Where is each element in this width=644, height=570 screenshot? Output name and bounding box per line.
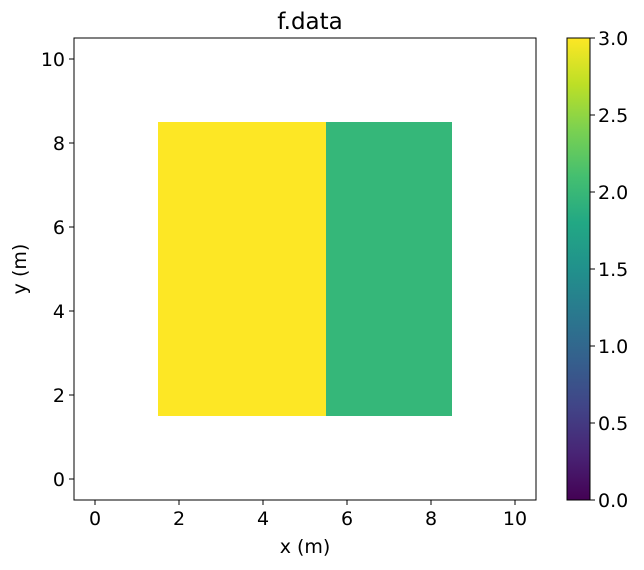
- colorbar-tick-label: 0.5: [598, 413, 628, 435]
- plot-frame: [73, 37, 537, 501]
- x-tick-label: 0: [89, 508, 101, 530]
- y-tick-label: 8: [53, 133, 65, 155]
- colorbar-tick-label: 1.0: [598, 336, 628, 358]
- x-axis: 0 2 4 6 8 10: [89, 500, 527, 530]
- colorbar-axis: 0.0 0.5 1.0 1.5 2.0 2.5 3.0: [590, 28, 628, 512]
- y-axis-label: y (m): [9, 244, 31, 295]
- colorbar: [566, 37, 591, 501]
- colorbar-tick-label: 2.5: [598, 105, 628, 127]
- y-tick-label: 4: [53, 301, 65, 323]
- y-tick-label: 0: [53, 469, 65, 491]
- heatmap-cell-1: [326, 122, 452, 416]
- colorbar-tick-label: 1.5: [598, 259, 628, 281]
- x-tick-label: 8: [425, 508, 437, 530]
- x-tick-label: 6: [341, 508, 353, 530]
- chart-title: f.data: [277, 9, 343, 35]
- heatmap-cell-0: [158, 122, 326, 416]
- heatmap-cells: [158, 122, 452, 416]
- colorbar-tick-label: 2.0: [598, 182, 628, 204]
- x-tick-label: 2: [173, 508, 185, 530]
- y-axis: 0 2 4 6 8 10: [41, 49, 74, 491]
- y-tick-label: 6: [53, 217, 65, 239]
- colorbar-tick-label: 3.0: [598, 28, 628, 50]
- colorbar-tick-label: 0.0: [598, 490, 628, 512]
- x-tick-label: 4: [257, 508, 269, 530]
- y-tick-label: 10: [41, 49, 65, 71]
- x-axis-label: x (m): [280, 536, 331, 558]
- x-tick-label: 10: [503, 508, 527, 530]
- y-tick-label: 2: [53, 385, 65, 407]
